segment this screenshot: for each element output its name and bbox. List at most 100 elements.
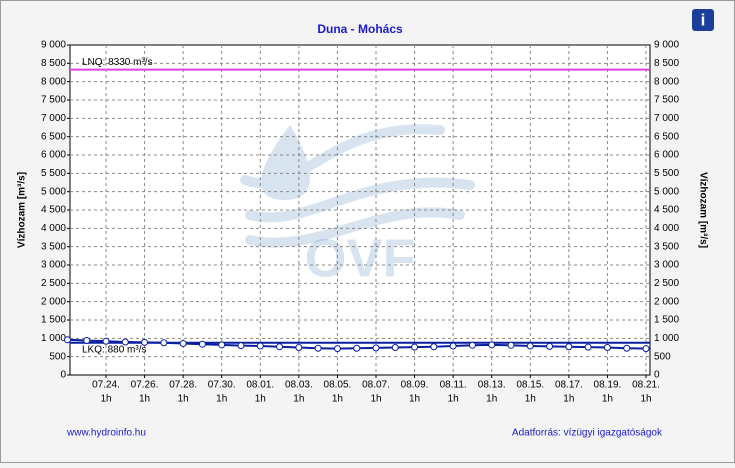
x-tick-hour: 1h xyxy=(100,394,111,405)
y-axis-label: Vízhozam [m³/s] xyxy=(17,172,28,248)
data-point xyxy=(391,344,399,351)
watermark-logo xyxy=(240,124,475,248)
x-tick-label: 08.15. xyxy=(516,380,544,391)
y-tick-label: 8 500 xyxy=(41,58,66,69)
x-tick-hour: 1h xyxy=(563,394,574,405)
x-tick-hour: 1h xyxy=(216,394,227,405)
x-tick-hour: 1h xyxy=(255,394,266,405)
footer-source: Adatforrás: vízügyi igazgatóságok xyxy=(512,428,663,439)
x-tick-hour: 1h xyxy=(332,394,343,405)
y-tick-label: 2 000 xyxy=(41,296,66,307)
info-button[interactable] xyxy=(692,9,714,31)
x-tick-hour: 1h xyxy=(602,394,613,405)
data-point xyxy=(642,345,650,353)
data-point xyxy=(565,343,573,351)
y-tick-label: 6 000 xyxy=(41,150,66,161)
y2-tick-label: 1 500 xyxy=(654,315,679,326)
y-tick-label: 9 000 xyxy=(41,40,66,51)
y2-tick-label: 3 000 xyxy=(654,260,679,271)
y-tick-label: 7 000 xyxy=(41,113,66,124)
data-point xyxy=(160,339,168,347)
x-tick-label: 07.30. xyxy=(208,380,236,391)
data-point xyxy=(372,344,380,352)
data-point xyxy=(488,341,496,349)
x-tick-hour: 1h xyxy=(640,394,651,405)
data-point xyxy=(218,341,226,349)
chart-title: Duna - Mohács xyxy=(317,22,403,36)
x-tick-hour: 1h xyxy=(370,394,381,405)
x-tick-hour: 1h xyxy=(293,394,304,405)
x-tick-label: 08.13. xyxy=(478,380,506,391)
y2-tick-label: 7 500 xyxy=(654,95,679,106)
y2-tick-label: 4 500 xyxy=(654,205,679,216)
y-tick-label: 1 000 xyxy=(41,333,66,344)
y-tick-label: 2 500 xyxy=(41,278,66,289)
y2-tick-label: 5 500 xyxy=(654,168,679,179)
y2-tick-label: 3 500 xyxy=(654,241,679,252)
y-tick-label: 3 500 xyxy=(41,241,66,252)
info-icon[interactable]: i xyxy=(701,10,706,29)
data-point xyxy=(623,344,631,352)
data-point xyxy=(295,344,303,351)
y2-tick-label: 1 000 xyxy=(654,333,679,344)
x-tick-hour: 1h xyxy=(486,394,497,405)
data-point xyxy=(449,342,457,350)
x-tick-label: 08.05. xyxy=(324,380,352,391)
data-point xyxy=(141,338,149,346)
x-tick-label: 08.01. xyxy=(246,380,274,391)
data-point xyxy=(314,344,322,352)
x-tick-hour: 1h xyxy=(448,394,459,405)
data-point xyxy=(353,344,361,352)
y2-axis-label: Vízhozam [m³/s] xyxy=(697,172,708,248)
data-point xyxy=(63,336,71,344)
y-tick-label: 4 500 xyxy=(41,205,66,216)
x-tick-label: 08.19. xyxy=(594,380,622,391)
x-tick-label: 08.03. xyxy=(285,380,313,391)
data-point xyxy=(102,337,110,345)
x-tick-hour: 1h xyxy=(525,394,536,405)
data-point xyxy=(83,337,91,345)
data-point xyxy=(546,342,554,350)
x-tick-label: 07.24. xyxy=(92,380,120,391)
x-tick-hour: 1h xyxy=(139,394,150,405)
y2-tick-label: 7 000 xyxy=(654,113,679,124)
x-tick-label: 08.11. xyxy=(440,380,467,391)
y2-tick-label: 9 000 xyxy=(654,40,679,51)
y-tick-label: 6 500 xyxy=(41,131,66,142)
footer-link[interactable]: www.hydroinfo.hu xyxy=(66,428,146,439)
y2-tick-label: 6 500 xyxy=(654,131,679,142)
y2-tick-label: 8 000 xyxy=(654,76,679,87)
x-tick-hour: 1h xyxy=(409,394,420,405)
y-tick-label: 8 000 xyxy=(41,76,66,87)
data-point xyxy=(411,343,419,351)
threshold-label: LKQ: 880 m³/s xyxy=(82,344,146,355)
data-point xyxy=(507,341,515,349)
data-point xyxy=(526,342,534,350)
y-tick-label: 500 xyxy=(49,351,66,362)
y-tick-label: 7 500 xyxy=(41,95,66,106)
y-tick-label: 3 000 xyxy=(41,260,66,271)
data-point xyxy=(256,342,264,350)
data-point xyxy=(198,340,206,348)
y-tick-label: 5 000 xyxy=(41,186,66,197)
data-point xyxy=(603,344,611,351)
data-point xyxy=(468,341,476,349)
y2-tick-label: 2 500 xyxy=(654,278,679,289)
y-tick-label: 4 000 xyxy=(41,223,66,234)
data-point xyxy=(430,343,438,351)
y2-tick-label: 6 000 xyxy=(654,150,679,161)
x-tick-label: 08.21. xyxy=(632,380,660,391)
y2-tick-label: 2 000 xyxy=(654,296,679,307)
data-point xyxy=(276,343,284,351)
data-point xyxy=(179,339,187,347)
data-point xyxy=(121,338,129,346)
y2-tick-label: 5 000 xyxy=(654,186,679,197)
watermark: OVF xyxy=(304,228,415,288)
data-point xyxy=(333,345,341,353)
data-point xyxy=(237,342,245,350)
x-tick-label: 07.28. xyxy=(169,380,197,391)
y-tick-label: 1 500 xyxy=(41,315,66,326)
y2-tick-label: 0 xyxy=(654,370,660,381)
x-tick-label: 07.26. xyxy=(131,380,159,391)
y-tick-label: 0 xyxy=(60,370,66,381)
